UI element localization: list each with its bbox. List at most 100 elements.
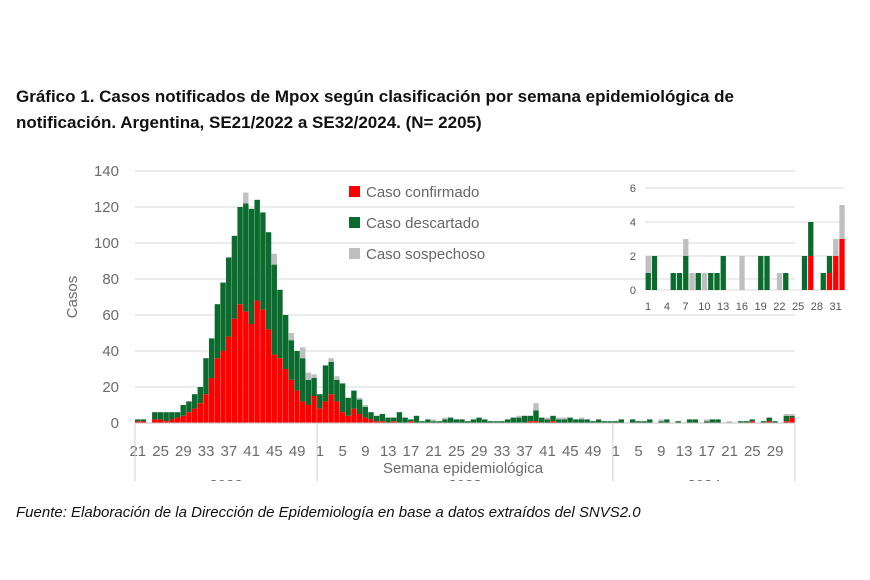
- bar-segment: [664, 419, 670, 423]
- bar-segment: [362, 405, 368, 407]
- bar-segment: [311, 378, 317, 396]
- bar-segment: [191, 408, 198, 423]
- x-tick-label: 5: [339, 443, 347, 460]
- x-tick-label: 5: [634, 443, 642, 460]
- bar-segment: [527, 415, 533, 422]
- inset-bar-segment: [670, 273, 676, 290]
- bar-segment: [208, 338, 215, 378]
- bar-segment: [607, 421, 613, 423]
- bar-segment: [538, 417, 545, 423]
- bar-segment: [789, 415, 795, 418]
- bar-segment: [288, 333, 295, 341]
- y-tick-label: 20: [102, 379, 119, 396]
- chart-title: Gráfico 1. Casos notificados de Mpox seg…: [16, 87, 734, 132]
- bar-segment: [550, 415, 556, 422]
- inset-x-tick-label: 22: [773, 301, 785, 313]
- bar-segment: [459, 419, 465, 423]
- bar-segment: [556, 419, 562, 423]
- inset-bar-segment: [776, 273, 783, 290]
- bar-segment: [271, 354, 277, 423]
- bar-segment: [430, 419, 437, 422]
- y-tick-label: 100: [94, 235, 119, 252]
- inset-bar-segment: [683, 256, 689, 290]
- inset-y-tick-label: 2: [630, 251, 636, 263]
- inset-bar-segment: [720, 256, 726, 290]
- bar-segment: [248, 324, 255, 423]
- bar-segment: [197, 403, 203, 423]
- source-note: Fuente: Elaboración de la Dirección de E…: [16, 504, 641, 521]
- bar-segment: [288, 379, 295, 423]
- inset-bar-segment: [826, 256, 833, 273]
- bar-segment: [300, 401, 306, 423]
- bar-segment: [174, 412, 181, 418]
- bar-segment: [658, 421, 664, 423]
- inset-x-tick-label: 28: [811, 301, 823, 313]
- x-tick-label: 33: [494, 443, 511, 460]
- bar-segment: [300, 358, 306, 402]
- bar-segment: [425, 419, 431, 423]
- inset-bar-segment: [683, 239, 689, 256]
- bar-segment: [533, 403, 539, 411]
- legend-label: Caso sospechoso: [366, 246, 485, 263]
- bar-segment: [578, 419, 585, 423]
- bar-segment: [413, 415, 420, 423]
- bar-segment: [294, 351, 300, 391]
- bar-segment: [345, 397, 351, 416]
- bar-segment: [373, 415, 380, 422]
- bar-segment: [300, 347, 306, 359]
- inset-x-tick-label: 16: [736, 301, 748, 313]
- bar-segment: [226, 336, 232, 423]
- x-tick-label: 17: [698, 443, 715, 460]
- bar-segment: [317, 408, 323, 423]
- bar-segment: [328, 394, 334, 423]
- bar-segment: [317, 394, 323, 409]
- bar-segment: [277, 289, 283, 359]
- bar-segment: [391, 417, 397, 422]
- bar-segment: [169, 412, 175, 420]
- x-tick-label: 9: [361, 443, 369, 460]
- bar-segment: [692, 419, 698, 423]
- bar-segment: [334, 379, 340, 402]
- bar-segment: [237, 207, 243, 305]
- bar-segment: [578, 417, 585, 420]
- x-tick-label: 33: [198, 443, 215, 460]
- inset-bar-segment: [708, 273, 714, 290]
- bar-segment: [567, 417, 573, 423]
- bar-segment: [180, 415, 186, 423]
- bar-segment: [191, 394, 198, 409]
- x-tick-label: 37: [516, 443, 533, 460]
- bar-segment: [760, 421, 767, 423]
- inset-bar-segment: [701, 273, 708, 290]
- bar-segment: [521, 415, 528, 423]
- bar-segment: [254, 300, 260, 423]
- inset-x-tick-label: 25: [792, 301, 804, 313]
- x-tick-label: 1: [612, 443, 620, 460]
- bar-segment: [311, 396, 317, 423]
- bar-segment: [254, 199, 260, 301]
- bar-segment: [470, 419, 477, 423]
- inset-y-tick-label: 4: [630, 217, 636, 229]
- bar-segment: [305, 379, 312, 405]
- inset-bar-segment: [801, 256, 808, 290]
- bar-segment: [356, 414, 363, 423]
- bar-segment: [277, 358, 283, 423]
- bar-segment: [442, 419, 448, 423]
- bar-segment: [140, 421, 147, 423]
- bar-segment: [351, 408, 357, 423]
- x-tick-label: 37: [221, 443, 238, 460]
- inset-bar-segment: [833, 239, 839, 256]
- x-tick-label: 9: [657, 443, 665, 460]
- bar-segment: [157, 419, 164, 423]
- inset-x-tick-label: 4: [664, 301, 670, 313]
- legend-swatch: [349, 217, 360, 228]
- bar-segment: [544, 417, 551, 420]
- bar-segment: [789, 414, 795, 416]
- bar-segment: [789, 417, 795, 423]
- bar-segment: [658, 419, 664, 422]
- bar-segment: [305, 372, 312, 380]
- bar-segment: [447, 417, 454, 423]
- bar-segment: [430, 421, 437, 423]
- bar-segment: [271, 264, 277, 355]
- bar-segment: [493, 421, 499, 423]
- bar-segment: [766, 421, 772, 423]
